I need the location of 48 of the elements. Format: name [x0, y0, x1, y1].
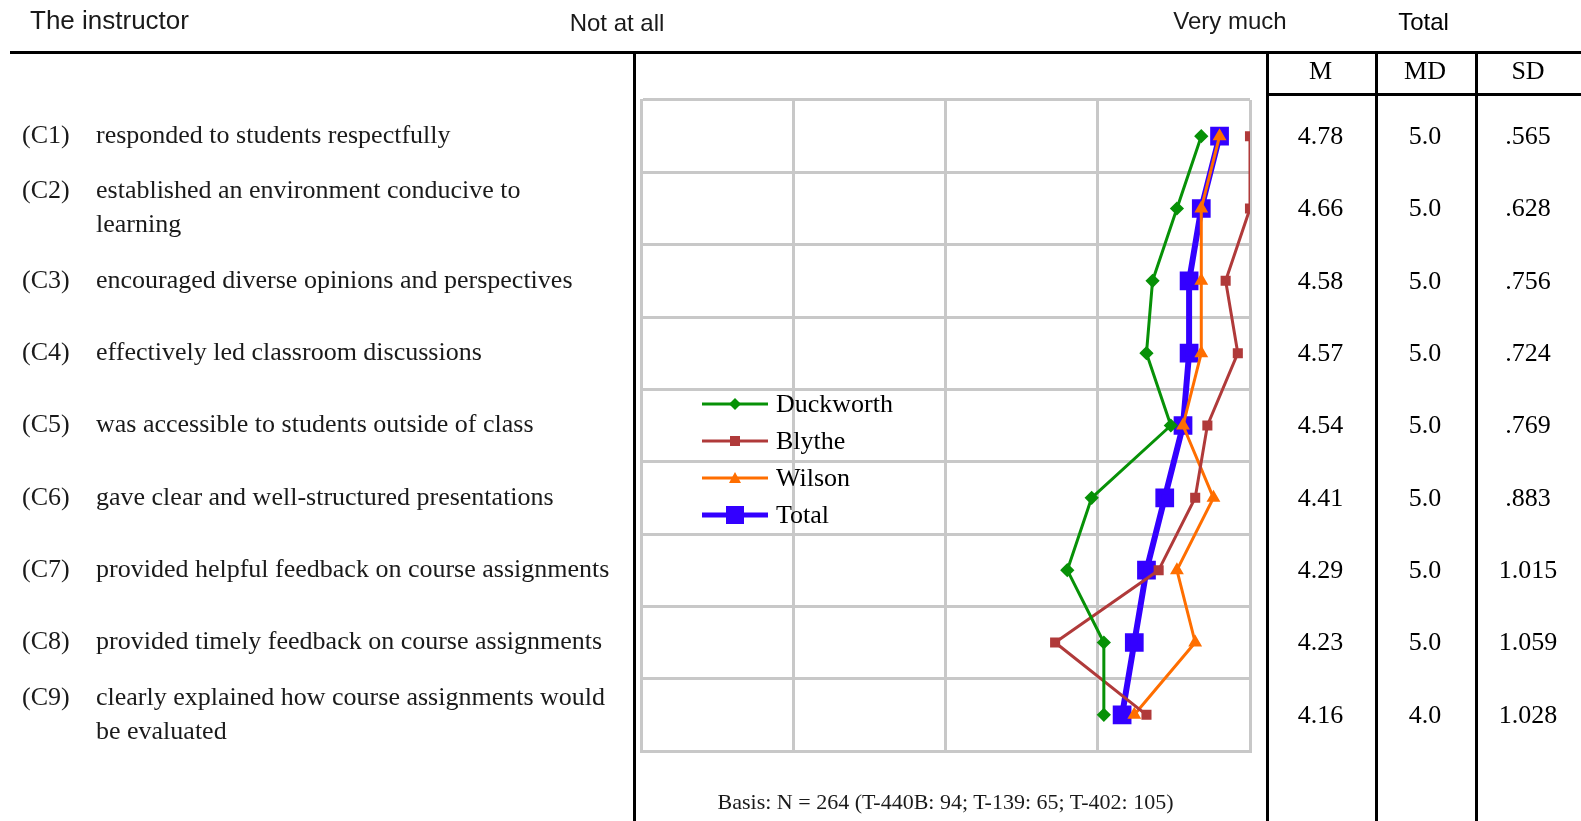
text: 5.0	[1408, 193, 1442, 223]
text: .724	[1505, 338, 1551, 368]
text: 4.41	[1297, 482, 1344, 512]
text: 1.028	[1498, 699, 1558, 729]
text: 5.0	[1408, 482, 1442, 512]
y-tick-label: (C7) provided helpful feedback on course assignments	[22, 553, 610, 583]
text: 5.0	[1408, 338, 1442, 368]
category-label: MD	[1403, 56, 1447, 86]
text: 5.0	[1408, 121, 1442, 151]
y-tick-label: (C3) encouraged diverse opinions and perspectives	[22, 264, 573, 294]
text: Total	[1398, 8, 1449, 35]
text: 4.58	[1297, 265, 1344, 295]
y-tick-label: (C5) was accessible to students outside of class	[22, 409, 534, 439]
text: 4.66	[1297, 193, 1344, 223]
y-tick-label: (C8) provided timely feedback on course assignments	[22, 626, 603, 656]
y-tick-label: (C1) responded to students respectfully	[22, 119, 451, 149]
text: 4.54	[1297, 410, 1344, 440]
legend-label: Blythe	[776, 425, 846, 457]
text: 1.015	[1498, 555, 1558, 585]
text: 5.0	[1408, 265, 1442, 295]
text: Very much	[1173, 6, 1287, 34]
legend-label: Total	[776, 499, 830, 531]
text: .565	[1505, 121, 1551, 151]
text: 4.23	[1297, 627, 1344, 657]
category-label: M	[1307, 56, 1334, 86]
text: 4.16	[1297, 699, 1344, 729]
text: 5.0	[1408, 555, 1442, 585]
text: 5.0	[1408, 410, 1442, 440]
text: The instructor	[30, 5, 190, 36]
legend-label: Wilson	[776, 462, 851, 494]
legend-label: Duckworth	[776, 388, 893, 420]
text: .883	[1505, 482, 1551, 512]
text: 4.57	[1297, 338, 1344, 368]
text: .756	[1505, 265, 1551, 295]
text: Not at all	[569, 8, 665, 36]
text: Basis: N = 264 (T-440B: 94; T-139: 65; T-402: 105)	[717, 788, 1174, 814]
category-label: SD	[1510, 56, 1546, 86]
text: 4.78	[1297, 121, 1344, 151]
text: 4.29	[1297, 555, 1344, 585]
y-tick-label: (C6) gave clear and well-structured presentations	[22, 481, 554, 511]
text: 1.059	[1498, 627, 1558, 657]
y-tick-label: (C2) established an environment conducive to learning	[22, 175, 521, 239]
y-tick-label: (C9) clearly explained how course assignments would be evaluated	[22, 681, 606, 745]
text: .769	[1505, 410, 1551, 440]
text: 4.0	[1408, 699, 1442, 729]
text: 5.0	[1408, 627, 1442, 657]
y-tick-label: (C4) effectively led classroom discussions	[22, 336, 482, 366]
text: .628	[1505, 193, 1551, 223]
